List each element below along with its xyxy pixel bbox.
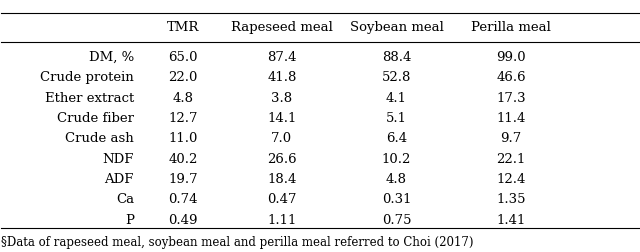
Text: 1.41: 1.41 xyxy=(497,214,526,227)
Text: 26.6: 26.6 xyxy=(267,153,296,166)
Text: DM, %: DM, % xyxy=(89,51,134,64)
Text: 12.7: 12.7 xyxy=(168,112,198,125)
Text: 1.35: 1.35 xyxy=(497,194,526,206)
Text: 4.8: 4.8 xyxy=(173,91,193,105)
Text: 22.0: 22.0 xyxy=(168,71,198,84)
Text: Crude fiber: Crude fiber xyxy=(57,112,134,125)
Text: Ca: Ca xyxy=(116,194,134,206)
Text: 22.1: 22.1 xyxy=(497,153,526,166)
Text: 17.3: 17.3 xyxy=(497,91,526,105)
Text: 1.11: 1.11 xyxy=(267,214,296,227)
Text: Rapeseed meal: Rapeseed meal xyxy=(231,21,333,34)
Text: 99.0: 99.0 xyxy=(497,51,526,64)
Text: 7.0: 7.0 xyxy=(271,132,292,145)
Text: P: P xyxy=(125,214,134,227)
Text: 0.49: 0.49 xyxy=(168,214,198,227)
Text: 65.0: 65.0 xyxy=(168,51,198,64)
Text: 87.4: 87.4 xyxy=(267,51,296,64)
Text: Crude protein: Crude protein xyxy=(40,71,134,84)
Text: 6.4: 6.4 xyxy=(386,132,407,145)
Text: Ether extract: Ether extract xyxy=(45,91,134,105)
Text: 4.8: 4.8 xyxy=(386,173,407,186)
Text: 10.2: 10.2 xyxy=(382,153,411,166)
Text: TMR: TMR xyxy=(167,21,199,34)
Text: 12.4: 12.4 xyxy=(497,173,526,186)
Text: 40.2: 40.2 xyxy=(168,153,198,166)
Text: 3.8: 3.8 xyxy=(271,91,292,105)
Text: 0.74: 0.74 xyxy=(168,194,198,206)
Text: 19.7: 19.7 xyxy=(168,173,198,186)
Text: 88.4: 88.4 xyxy=(382,51,411,64)
Text: 52.8: 52.8 xyxy=(382,71,411,84)
Text: Soybean meal: Soybean meal xyxy=(349,21,444,34)
Text: 0.75: 0.75 xyxy=(381,214,412,227)
Text: 4.1: 4.1 xyxy=(386,91,407,105)
Text: NDF: NDF xyxy=(102,153,134,166)
Text: Crude ash: Crude ash xyxy=(65,132,134,145)
Text: 11.0: 11.0 xyxy=(168,132,198,145)
Text: 0.47: 0.47 xyxy=(267,194,296,206)
Text: 9.7: 9.7 xyxy=(500,132,522,145)
Text: 5.1: 5.1 xyxy=(386,112,407,125)
Text: 46.6: 46.6 xyxy=(497,71,526,84)
Text: 18.4: 18.4 xyxy=(267,173,296,186)
Text: §Data of rapeseed meal, soybean meal and perilla meal referred to Choi (2017): §Data of rapeseed meal, soybean meal and… xyxy=(1,236,474,249)
Text: 11.4: 11.4 xyxy=(497,112,526,125)
Text: ADF: ADF xyxy=(104,173,134,186)
Text: 14.1: 14.1 xyxy=(267,112,296,125)
Text: Perilla meal: Perilla meal xyxy=(471,21,551,34)
Text: 41.8: 41.8 xyxy=(267,71,296,84)
Text: 0.31: 0.31 xyxy=(381,194,412,206)
